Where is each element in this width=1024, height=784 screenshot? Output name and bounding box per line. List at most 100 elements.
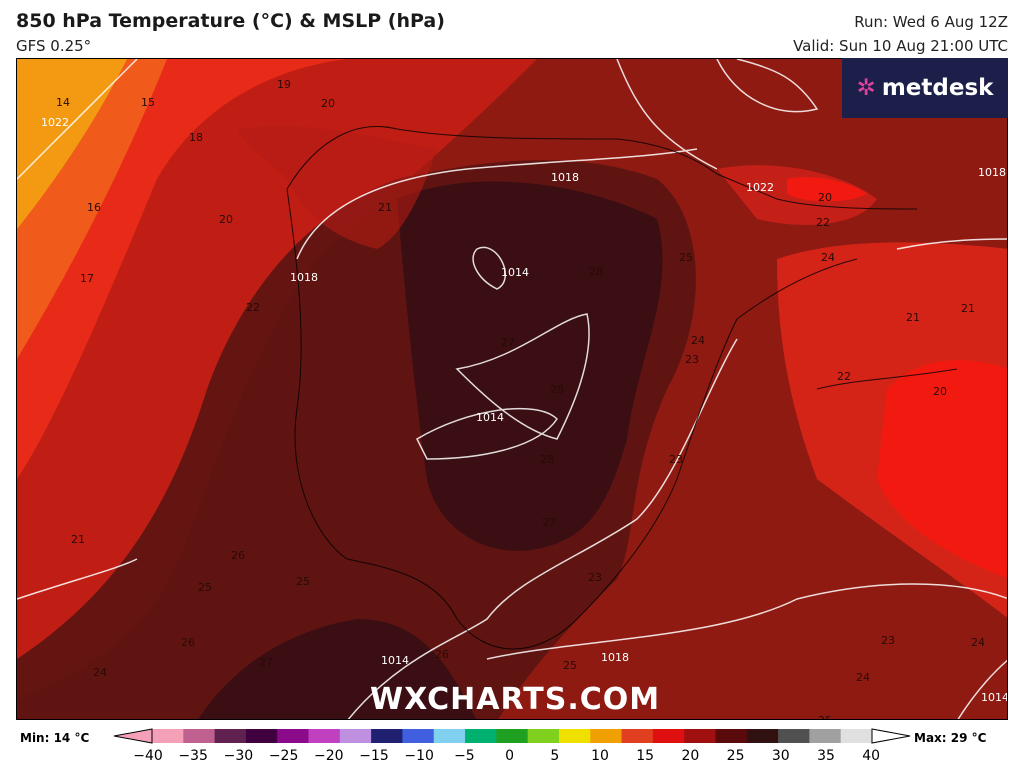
temperature-contour-label: 23 [881,634,895,647]
temperature-contour-label: 25 [818,714,832,719]
colorbar-tick-label: −10 [404,748,434,764]
colorbar-segment [496,729,529,743]
temperature-contour-label: 25 [198,581,212,594]
colorbar-segment [433,729,466,743]
temperature-field [17,59,1007,719]
colorbar-extend-arrow [113,728,153,744]
colorbar-ticks: −40 −35 −30 −25 −20 −15 −10 −5 0 5 10 15 20 25 30 35 40 [0,748,1024,768]
temperature-contour-label: 26 [435,648,449,661]
colorbar-segment [652,729,685,743]
temperature-contour-label: 21 [378,201,392,214]
watermark: WXCHARTS.COM [370,682,661,717]
colorbar-segment [308,729,341,743]
logo-text: metdesk [881,75,994,101]
colorbar-tick-label: 25 [726,748,745,764]
temperature-contour-label: 18 [189,131,203,144]
colorbar-tick-label: 35 [817,748,835,764]
temperature-contour-label: 28 [589,265,603,278]
temperature-contour-label: 19 [277,78,291,91]
colorbar-segment [684,729,716,743]
temperature-contour-label: 15 [141,96,155,109]
temperature-contour-label: 21 [906,311,920,324]
isobar-label: 1014 [981,691,1008,704]
temperature-contour-label: 24 [93,666,107,679]
colorbar-segment [214,729,247,743]
isobar-label: 1014 [476,411,504,424]
colorbar-tick-label: −25 [268,748,299,764]
isobar-label: 1014 [501,266,529,279]
metdesk-pinwheel-icon: ✲ [856,75,876,101]
temperature-contour-label: 17 [80,272,94,285]
temperature-contour-label: 25 [679,251,693,264]
temperature-contour-label: 27 [501,336,515,349]
colorbar-tick-label: 0 [505,748,515,764]
temperature-contour-label: 20 [818,191,832,204]
colorbar-tick-label: 15 [636,748,655,764]
colorbar-segment [746,729,779,743]
colorbar-segment [840,729,873,743]
temperature-contour-label: 23 [685,353,699,366]
chart-title: 850 hPa Temperature (°C) & MSLP (hPa) [16,10,445,32]
colorbar-segment [778,729,810,743]
legend-min: Min: 14 °C [20,731,90,745]
colorbar-segment [621,729,654,743]
model-label: GFS 0.25° [16,37,92,55]
colorbar-tick-label: −5 [454,748,475,764]
colorbar-tick-label: −30 [223,748,254,764]
run-time: Run: Wed 6 Aug 12Z [854,13,1008,31]
colorbar-segment [527,729,560,743]
isobar-label: 1018 [978,166,1006,179]
temperature-contour-label: 16 [87,201,101,214]
colorbar-tick-label: 30 [771,748,790,764]
temperature-contour-label: 27 [542,516,556,529]
weather-map: 14 15 19 20 18 16 20 21 17 22 21 25 26 25 26 24 27 26 25 28… [16,58,1008,720]
temperature-contour-label: 25 [296,575,310,588]
isobar-label: 1022 [41,116,69,129]
colorbar-segment [245,729,278,743]
colorbar-tick-label: −15 [359,748,389,764]
temperature-contour-label: 24 [971,636,985,649]
colorbar-tick-label: −40 [133,748,163,764]
temperature-contour-label: 23 [588,571,602,584]
isobar-label: 1018 [601,651,629,664]
colorbar-segment [183,729,216,743]
colorbar-segment [339,729,372,743]
colorbar-segment [277,729,310,743]
temperature-contour-label: 22 [246,301,260,314]
isobar-label: 1018 [290,271,318,284]
colorbar-segment [590,729,623,743]
colorbar-segment [715,729,748,743]
colorbar-tick-label: 20 [681,748,700,764]
temperature-contour-label: 24 [821,251,835,264]
colorbar-tick-label: 40 [862,748,881,764]
colorbar-segment [371,729,403,743]
colorbar-tick-label: −35 [178,748,208,764]
isobar-label: 1022 [746,181,774,194]
temperature-contour-label: 28 [540,453,554,466]
temperature-contour-label: 26 [181,636,195,649]
temperature-contour-label: 14 [56,96,70,109]
colorbar-tick-label: 5 [550,748,560,764]
temperature-contour-label: 24 [691,334,705,347]
temperature-contour-label: 27 [259,656,273,669]
colorbar-segment [152,729,184,743]
isobar-label: 1018 [551,171,579,184]
legend-max: Max: 29 °C [914,731,987,745]
temperature-contour-label: 23 [669,453,683,466]
isobar-label: 1014 [381,654,409,667]
colorbar [113,728,911,744]
temperature-contour-label: 21 [961,302,975,315]
colorbar-extend-arrow [871,728,911,744]
temperature-contour-label: 20 [933,385,947,398]
colorbar-segment [402,729,435,743]
temperature-contour-label: 22 [816,216,830,229]
colorbar-tick-label: 10 [591,748,609,764]
temperature-contour-label: 26 [231,549,245,562]
temperature-contour-label: 20 [219,213,233,226]
colorbar-segment [809,729,842,743]
temperature-contour-label: 24 [856,671,870,684]
colorbar-tick-label: −20 [314,748,344,764]
colorbar-segment [558,729,591,743]
colorbar-segment [465,729,497,743]
temperature-contour-label: 21 [71,533,85,546]
